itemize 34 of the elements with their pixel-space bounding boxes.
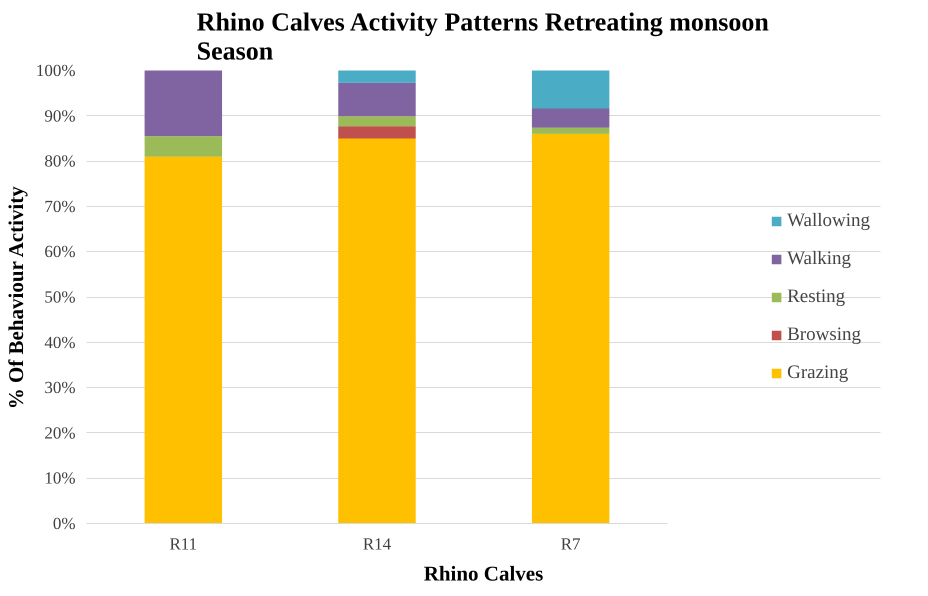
y-axis-title: % Of Behaviour Activity [4,186,28,410]
y-tick-label: 30% [44,378,76,398]
bar [532,128,610,134]
chart-title: Rhino Calves Activity Patterns Retreating monsoon Season [196,8,770,66]
bar [144,70,222,136]
y-tick-label: 90% [44,106,76,126]
legend-label: Wallowing [787,210,870,232]
bar [532,70,610,109]
y-tick-label: 60% [44,242,76,262]
y-tick-label: 80% [44,152,76,171]
bar [338,116,416,126]
bar [338,138,416,524]
bar [338,126,416,138]
bar [144,156,222,524]
y-tick-label: 10% [44,468,76,488]
x-axis-title: Rhino Calves [424,562,544,586]
y-tick-label: 100% [36,61,76,80]
bar [338,82,416,116]
x-tick-label: R7 [560,534,582,554]
x-tick-label: R14 [362,534,392,554]
bar [144,136,222,157]
y-tick-label: 50% [44,288,76,306]
legend-label: Walking [787,248,851,270]
legend-label: Browsing [787,324,861,346]
bar [338,70,416,83]
x-tick-label: R11 [169,534,198,554]
legend-label: Resting [787,286,846,308]
y-tick-label: 0% [52,514,76,533]
bar [532,108,610,128]
legend-label: Grazing [787,362,848,384]
bar [532,134,610,524]
y-tick-label: 20% [44,423,76,442]
y-tick-label: 70% [44,196,76,216]
y-tick-label: 40% [44,332,76,352]
